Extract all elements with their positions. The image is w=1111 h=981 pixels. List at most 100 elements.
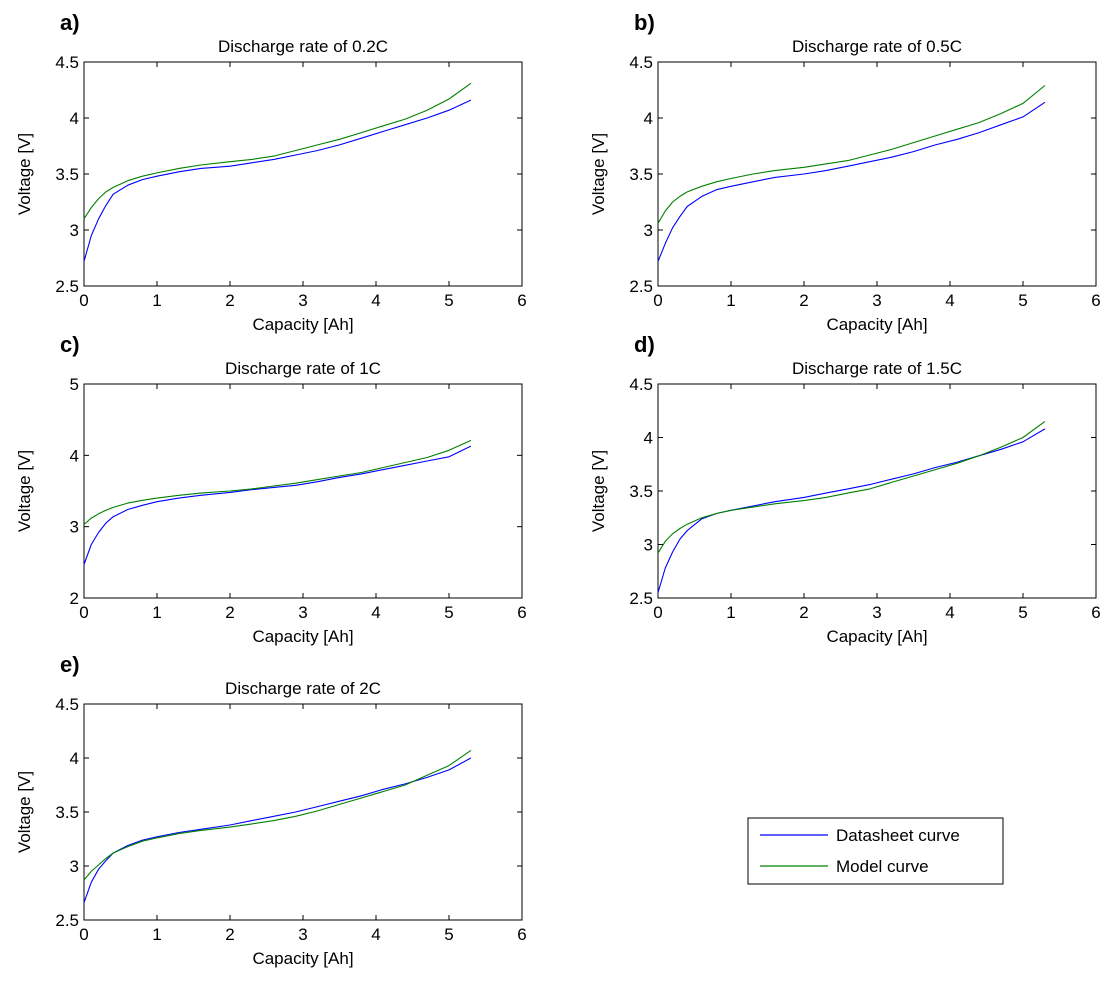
x-tick-label: 1 [726, 291, 735, 310]
panel-letter: e) [60, 652, 80, 677]
series-line-datasheet-curve [83, 445, 472, 565]
y-tick-label: 3.5 [55, 803, 79, 822]
x-tick-label: 5 [444, 291, 453, 310]
x-tick-label: 4 [945, 603, 954, 622]
series-line-model-curve [83, 749, 472, 881]
legend-label-model: Model curve [836, 857, 929, 876]
x-tick-label: 4 [371, 291, 380, 310]
chart-panel: a) Discharge rate of 0.2C 0 1 2 3 4 5 6 2.5 3 3.5 4 4… [15, 10, 527, 334]
y-tick-label: 3.5 [55, 165, 79, 184]
chart-panel: e) Discharge rate of 2C 0 1 2 3 4 5 6 2.5 3 3.5 4 4.5… [15, 652, 527, 968]
y-tick-label: 3 [644, 536, 653, 555]
y-tick-label: 3 [644, 221, 653, 240]
x-axis-label: Capacity [Ah] [252, 315, 353, 334]
chart-panel: d) Discharge rate of 1.5C 0 1 2 3 4 5 6 2.5 3 3.5 4 4… [589, 332, 1101, 646]
y-tick-label: 4 [644, 429, 653, 448]
y-axis-label: Voltage [V] [589, 133, 608, 215]
series-line-model-curve [657, 85, 1046, 224]
x-tick-label: 1 [152, 291, 161, 310]
x-tick-label: 3 [298, 291, 307, 310]
panel-letter: c) [60, 332, 80, 357]
y-tick-label: 4 [70, 446, 79, 465]
y-tick-label: 2.5 [629, 277, 653, 296]
y-tick-label: 4.5 [55, 695, 79, 714]
x-tick-label: 6 [517, 291, 526, 310]
panel-letter: a) [60, 10, 80, 35]
x-tick-label: 5 [444, 603, 453, 622]
series-line-datasheet-curve [83, 757, 472, 903]
y-tick-label: 4.5 [55, 53, 79, 72]
x-tick-label: 0 [653, 603, 662, 622]
plot-area [83, 383, 523, 599]
plot-area [657, 61, 1097, 287]
legend: Datasheet curve Model curve [747, 817, 1004, 885]
x-tick-label: 4 [371, 925, 380, 944]
x-tick-label: 4 [371, 603, 380, 622]
y-axis-label: Voltage [V] [15, 450, 34, 532]
y-tick-label: 2 [70, 589, 79, 608]
x-tick-label: 0 [653, 291, 662, 310]
x-tick-label: 1 [152, 925, 161, 944]
x-tick-label: 6 [517, 603, 526, 622]
y-tick-label: 5 [70, 375, 79, 394]
x-axis-label: Capacity [Ah] [252, 949, 353, 968]
y-tick-label: 2.5 [55, 277, 79, 296]
legend-box [747, 817, 1004, 885]
y-tick-label: 4 [644, 109, 653, 128]
y-tick-label: 3 [70, 221, 79, 240]
y-tick-label: 4.5 [629, 375, 653, 394]
x-tick-label: 0 [79, 603, 88, 622]
x-tick-label: 3 [872, 603, 881, 622]
x-tick-label: 5 [1018, 291, 1027, 310]
series-line-datasheet-curve [657, 101, 1046, 262]
y-tick-label: 3.5 [629, 165, 653, 184]
chart-title: Discharge rate of 1.5C [792, 359, 962, 378]
x-tick-label: 6 [517, 925, 526, 944]
y-axis-label: Voltage [V] [589, 450, 608, 532]
y-tick-label: 4 [70, 109, 79, 128]
y-tick-label: 3.5 [629, 482, 653, 501]
x-tick-label: 1 [726, 603, 735, 622]
chart-panel: b) Discharge rate of 0.5C 0 1 2 3 4 5 6 2.5 3 3.5 4 4… [589, 10, 1101, 334]
chart-title: Discharge rate of 1C [225, 359, 381, 378]
series-line-model-curve [83, 82, 472, 220]
plot-area [83, 703, 523, 921]
y-axis-label: Voltage [V] [15, 771, 34, 853]
x-tick-label: 0 [79, 925, 88, 944]
x-tick-label: 5 [1018, 603, 1027, 622]
y-tick-label: 4.5 [629, 53, 653, 72]
series-line-datasheet-curve [83, 99, 472, 262]
y-tick-label: 3 [70, 518, 79, 537]
x-tick-label: 5 [444, 925, 453, 944]
x-axis-label: Capacity [Ah] [826, 315, 927, 334]
x-tick-label: 3 [298, 603, 307, 622]
x-tick-label: 2 [225, 925, 234, 944]
x-tick-label: 6 [1091, 603, 1100, 622]
series-line-model-curve [83, 439, 472, 525]
x-tick-label: 4 [945, 291, 954, 310]
y-tick-label: 2.5 [55, 911, 79, 930]
legend-label-datasheet: Datasheet curve [836, 826, 960, 845]
panel-letter: d) [634, 332, 655, 357]
x-tick-label: 0 [79, 291, 88, 310]
x-tick-label: 2 [225, 603, 234, 622]
x-axis-label: Capacity [Ah] [826, 627, 927, 646]
chart-title: Discharge rate of 2C [225, 679, 381, 698]
chart-title: Discharge rate of 0.2C [218, 37, 388, 56]
x-tick-label: 2 [225, 291, 234, 310]
chart-title: Discharge rate of 0.5C [792, 37, 962, 56]
x-tick-label: 3 [872, 291, 881, 310]
panel-letter: b) [634, 10, 655, 35]
series-line-model-curve [657, 420, 1046, 554]
y-tick-label: 2.5 [629, 589, 653, 608]
y-tick-label: 4 [70, 749, 79, 768]
y-axis-label: Voltage [V] [15, 133, 34, 215]
x-tick-label: 2 [799, 291, 808, 310]
chart-panel: c) Discharge rate of 1C 0 1 2 3 4 5 6 2 3 4 5 Capacit… [15, 332, 527, 646]
x-tick-label: 2 [799, 603, 808, 622]
x-tick-label: 6 [1091, 291, 1100, 310]
y-tick-label: 3 [70, 857, 79, 876]
x-axis-label: Capacity [Ah] [252, 627, 353, 646]
x-tick-label: 3 [298, 925, 307, 944]
